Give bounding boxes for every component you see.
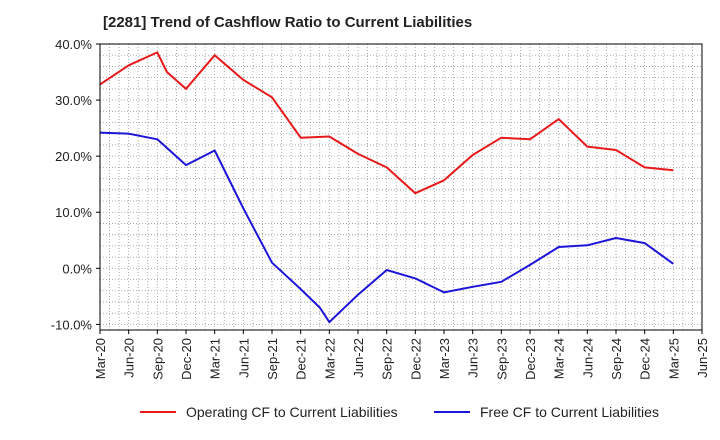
y-tick-label: 0.0% — [62, 261, 92, 276]
axis-layer: 40.0% 30.0% 20.0% 10.0% 0.0% -10.0%Mar-20 Jun-… — [51, 37, 710, 380]
x-tick-label: Sep-21 — [265, 338, 280, 380]
legend-label-free-cf: Free CF to Current Liabilities — [480, 404, 659, 420]
chart-title: [2281] Trend of Cashflow Ratio to Curren… — [103, 14, 473, 31]
x-tick-label: Dec-20 — [179, 338, 194, 380]
series-line-free-cf — [99, 131, 674, 324]
x-tick-label: Jun-20 — [122, 338, 137, 378]
x-tick-label: Jun-22 — [351, 338, 366, 378]
x-tick-label: Sep-20 — [150, 338, 165, 380]
series-layer — [99, 51, 674, 324]
y-tick-label: 40.0% — [55, 37, 92, 52]
legend-item-operating-cf: Operating CF to Current Liabilities — [140, 404, 398, 420]
x-tick-label: Jun-21 — [236, 338, 251, 378]
series-line-operating-cf — [99, 51, 674, 195]
x-tick-label: Dec-21 — [294, 338, 309, 380]
x-tick-label: Sep-24 — [609, 338, 624, 380]
x-tick-label: Mar-21 — [208, 338, 223, 379]
grid-layer — [99, 43, 703, 330]
x-tick-label: Mar-22 — [322, 338, 337, 379]
x-tick-label: Sep-22 — [380, 338, 395, 380]
x-tick-label: Jun-23 — [466, 338, 481, 378]
x-tick-label: Mar-20 — [93, 338, 108, 379]
legend-item-free-cf: Free CF to Current Liabilities — [434, 404, 659, 420]
legend-label-operating-cf: Operating CF to Current Liabilities — [186, 404, 398, 420]
legend-swatch-operating-cf — [140, 411, 176, 413]
x-tick-label: Dec-24 — [638, 338, 653, 380]
plot-area-border — [99, 43, 703, 331]
x-tick-label: Jun-25 — [695, 338, 710, 378]
x-tick-label: Sep-23 — [494, 338, 509, 380]
x-tick-label: Mar-24 — [552, 338, 567, 379]
x-tick-label: Mar-23 — [437, 338, 452, 379]
y-tick-label: -10.0% — [51, 317, 93, 332]
y-tick-label: 30.0% — [55, 93, 92, 108]
x-tick-label: Jun-24 — [580, 338, 595, 378]
y-tick-label: 20.0% — [55, 149, 92, 164]
x-tick-label: Mar-25 — [666, 338, 681, 379]
legend-swatch-free-cf — [434, 411, 470, 413]
y-tick-label: 10.0% — [55, 205, 92, 220]
x-tick-label: Dec-22 — [408, 338, 423, 380]
x-tick-label: Dec-23 — [523, 338, 538, 380]
